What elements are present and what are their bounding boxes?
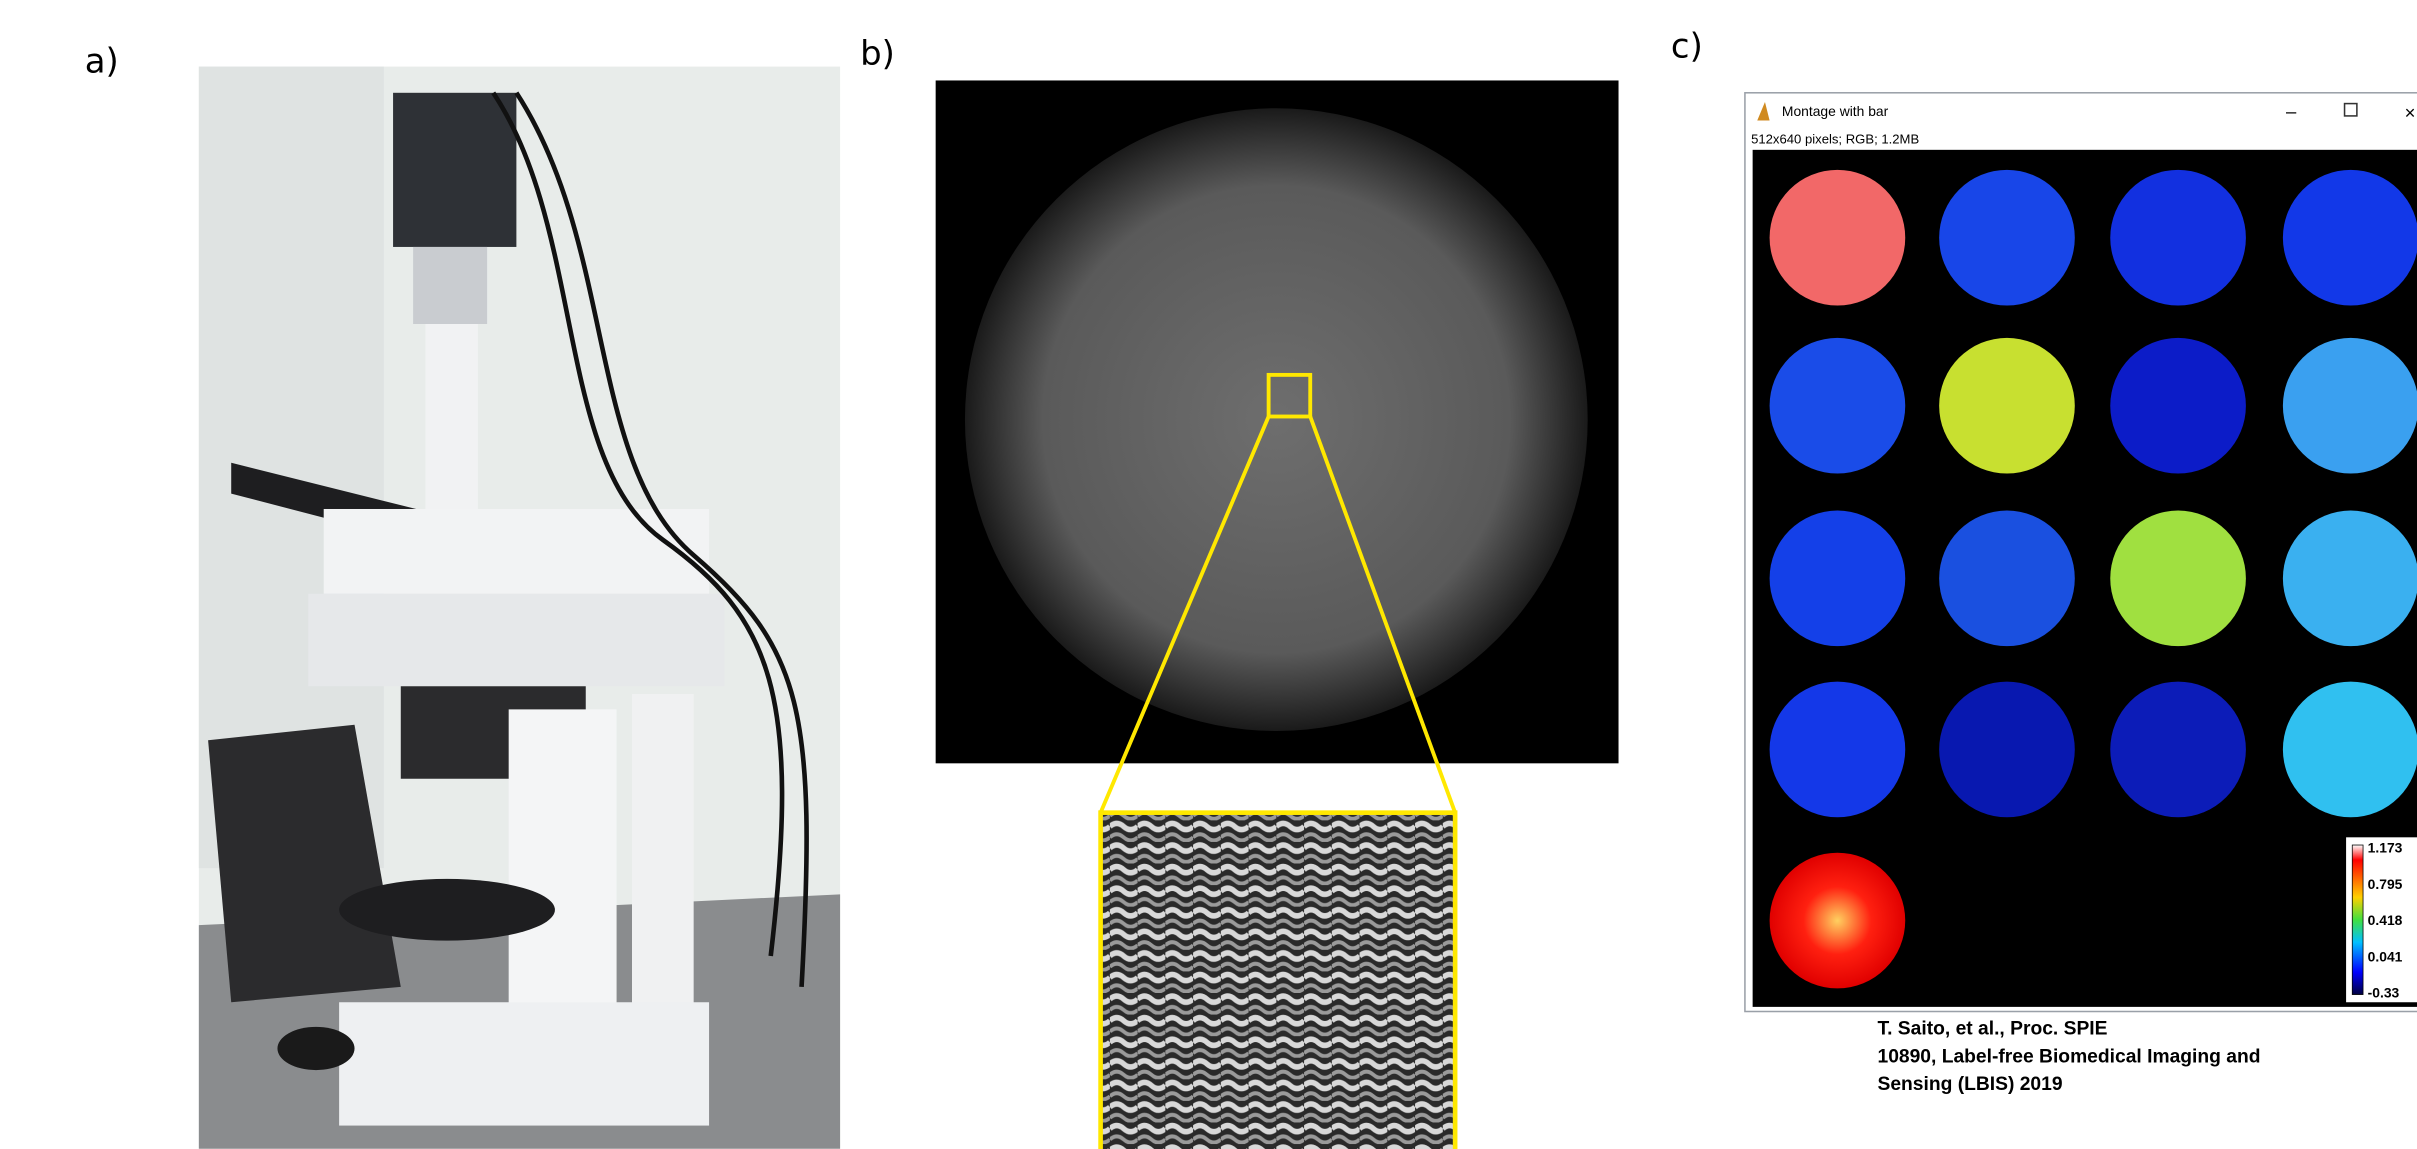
montage-disc [2110,170,2246,306]
colorbar-label: -0.33 [2368,985,2400,1001]
montage-disc [1770,682,1906,818]
montage-disc [1939,511,2075,647]
microscope-photo [199,67,840,1149]
citation-line: 10890, Label-free Biomedical Imaging and [1877,1046,2260,1067]
montage-disc [1770,338,1906,474]
panel-label: a) [85,42,119,81]
montage-disc [1939,170,2075,306]
colorbar-label: 0.418 [2368,912,2403,928]
citation-line: T. Saito, et al., Proc. SPIE [1877,1019,2107,1040]
interference-image [936,80,1619,1149]
montage-disc [1770,170,1906,306]
montage-disc [2283,338,2417,474]
colorbar-label: 0.795 [2368,876,2403,892]
window-title: Montage with bar [1782,103,1889,119]
montage-disc [1770,853,1906,989]
minimize-button[interactable]: – [2286,100,2297,121]
montage-disc [1939,338,2075,474]
montage-disc [2110,338,2246,474]
montage-disc [2283,511,2417,647]
citation-line: Sensing (LBIS) 2019 [1877,1074,2062,1095]
montage-disc [2110,511,2246,647]
close-button[interactable]: × [2405,102,2416,123]
colorbar-label: 0.041 [2368,948,2403,964]
colorbar-label: 1.173 [2368,840,2403,856]
montage-disc [2283,682,2417,818]
window-info: 512x640 pixels; RGB; 1.2MB [1751,132,1919,147]
panel-label: b) [860,34,895,73]
montage-window: Montage with bar 512x640 pixels; RGB; 1.… [1745,93,2417,1012]
montage-disc [2110,682,2246,818]
montage-disc [2283,170,2417,306]
montage-disc [1770,511,1906,647]
montage-disc [1939,682,2075,818]
panel-label: c) [1671,26,1703,65]
figure: a) b) c) Montage with bar 512x640 pixels… [0,0,2417,1149]
page: {"panels":{"a":{"label":"a)"},"b":{"labe… [0,0,2417,1149]
